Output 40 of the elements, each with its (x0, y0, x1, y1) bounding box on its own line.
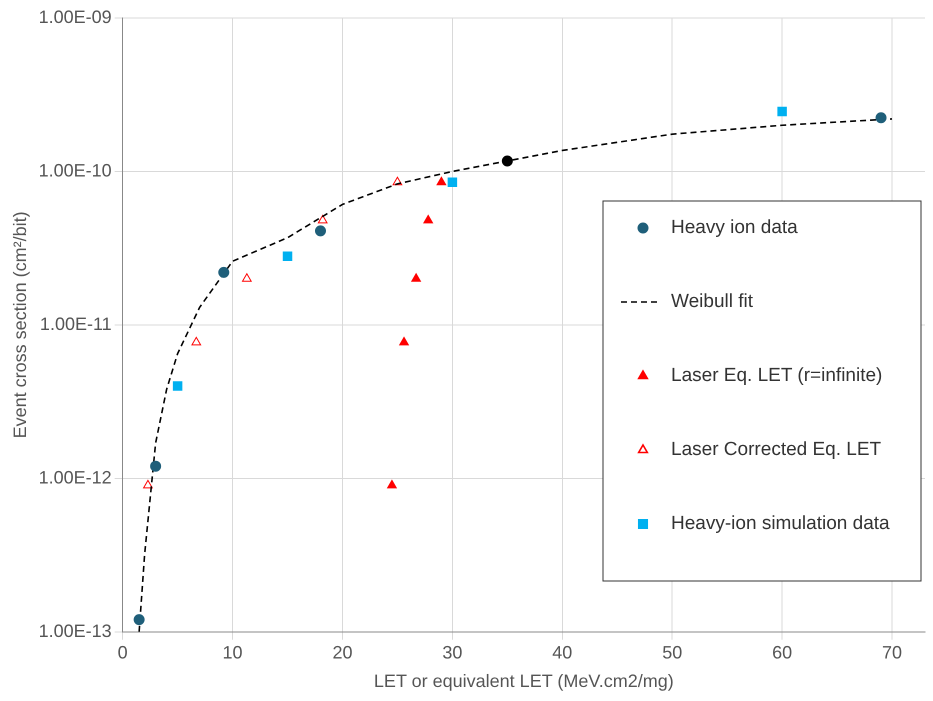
point (502, 155, 513, 166)
point (218, 266, 230, 278)
point (242, 273, 252, 282)
x-tick-label: 50 (662, 642, 682, 663)
y-tick-label: 1.00E-13 (38, 620, 112, 641)
point (172, 381, 182, 391)
point (134, 614, 145, 626)
point (143, 480, 153, 488)
point (150, 460, 162, 472)
x-tick-label: 30 (442, 642, 462, 663)
x-tick-label: 40 (552, 642, 572, 663)
x-tick-label: 20 (332, 642, 352, 663)
x-tick-label: 0 (118, 642, 128, 663)
point (282, 252, 292, 262)
point (436, 176, 446, 186)
point (411, 273, 421, 282)
point (318, 214, 328, 224)
point (387, 480, 397, 488)
point (399, 336, 409, 346)
point (448, 178, 458, 188)
x-axis-title: LET or equivalent LET (MeV.cm2/mg) (374, 671, 674, 692)
y-tick-label: 1.00E-09 (38, 6, 112, 27)
legend-label: Laser Eq. LET (r=infinite) (671, 365, 882, 386)
line-series (138, 118, 893, 632)
y-tick-label: 1.00E-12 (38, 467, 112, 488)
point (423, 214, 434, 224)
x-tick-label: 10 (222, 642, 243, 663)
point (314, 225, 326, 236)
y-tick-label: 1.00E-10 (38, 160, 112, 180)
x-tick-label: 70 (882, 642, 902, 663)
legend-label: Heavy ion data (671, 217, 798, 238)
y-tick-label: 1.00E-11 (40, 314, 112, 334)
point (876, 112, 887, 124)
x-tick-label: 60 (772, 642, 792, 663)
legend-label: Laser Corrected Eq. LET (671, 439, 882, 460)
legend-label: Weibull fit (671, 291, 754, 312)
point (777, 106, 787, 116)
point (191, 336, 202, 346)
y-axis-title: Event cross section (cm²/bit) (10, 211, 30, 438)
legend-label: Heavy-ion simulation data (671, 513, 890, 534)
